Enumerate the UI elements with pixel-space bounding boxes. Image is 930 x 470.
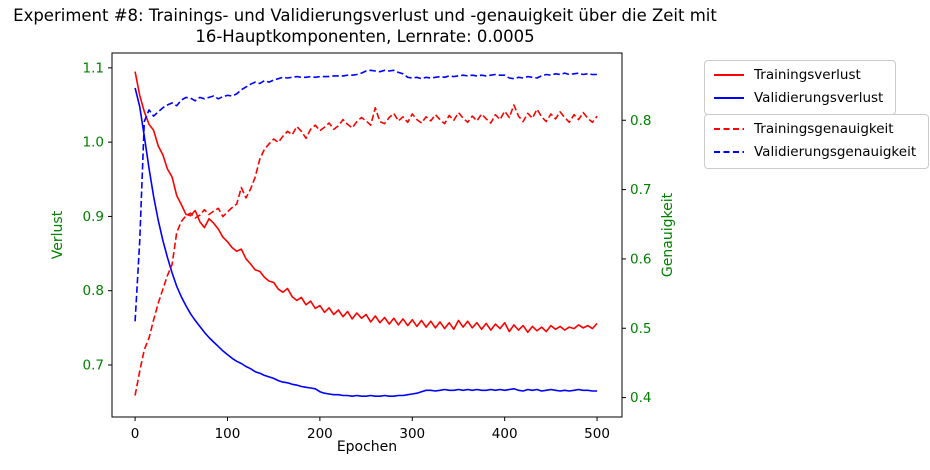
legend-box-loss: Trainingsverlust Validierungsverlust <box>704 60 897 115</box>
y-right-axis-label: Genauigkeit <box>660 192 676 278</box>
x-tick-label: 400 <box>492 426 518 442</box>
y-left-tick-label: 0.8 <box>83 283 104 299</box>
y-left-axis-label: Verlust <box>50 210 66 260</box>
series-trainingsverlust <box>134 71 598 334</box>
legend-label: Trainingsgenauigkeit <box>754 121 894 137</box>
legend-entry: Trainingsgenauigkeit <box>714 121 916 137</box>
y-right-tick-label: 0.8 <box>630 113 651 129</box>
x-tick-label: 0 <box>131 426 140 442</box>
x-tick-label: 500 <box>584 426 610 442</box>
solid-line-sample <box>714 96 744 100</box>
solid-line-sample <box>714 73 744 77</box>
series-validierungsverlust <box>134 87 598 398</box>
legend-label: Validierungsverlust <box>754 90 884 106</box>
x-tick-label: 300 <box>399 426 425 442</box>
y-right-tick-label: 0.4 <box>630 390 651 406</box>
y-left-tick-label: 0.7 <box>83 358 104 374</box>
y-left-tick-label: 1.0 <box>83 135 104 151</box>
legend-label: Validierungsgenauigkeit <box>754 144 917 160</box>
legend-entry: Trainingsverlust <box>714 67 883 83</box>
y-right-tick-label: 0.7 <box>630 182 651 198</box>
series-validierungsgenauigkeit <box>134 69 598 322</box>
x-axis-label: Epochen <box>336 439 398 455</box>
y-right-tick-label: 0.5 <box>630 321 651 337</box>
y-left-tick-label: 0.9 <box>83 209 104 225</box>
x-tick-label: 200 <box>307 426 333 442</box>
plot-frame <box>111 52 623 418</box>
series-trainingsgenauigkeit <box>134 104 598 396</box>
legend-label: Trainingsverlust <box>754 67 861 83</box>
legend-box-accuracy: Trainingsgenauigkeit Validierungsgenauigk… <box>704 114 930 169</box>
dashed-line-sample <box>714 127 744 131</box>
legend-entry: Validierungsgenauigkeit <box>714 144 916 160</box>
legend-entry: Validierungsverlust <box>714 90 883 106</box>
y-left-tick-label: 1.1 <box>83 60 104 76</box>
y-right-tick-label: 0.6 <box>630 251 651 267</box>
x-tick-label: 100 <box>215 426 241 442</box>
chart-title: Experiment #8: Trainings- und Validierun… <box>13 6 717 46</box>
dashed-line-sample <box>714 150 744 154</box>
